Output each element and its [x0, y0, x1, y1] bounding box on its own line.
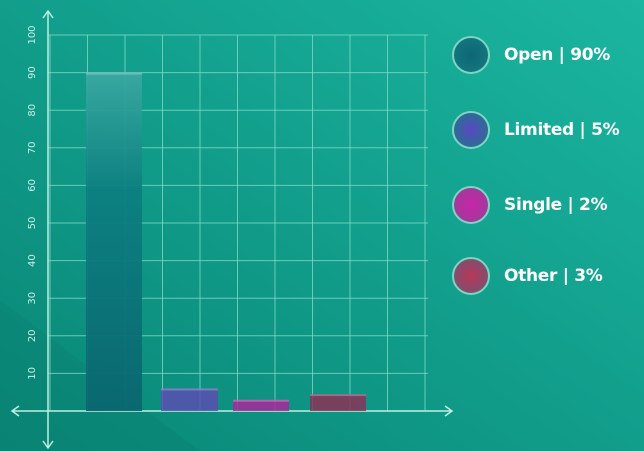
y-axis-ticks: 10 20 30 40 50 60 70 80 90 100: [27, 25, 38, 379]
bar-top-highlight: [86, 72, 142, 75]
y-tick-label: 20: [27, 329, 38, 342]
bar-other: [310, 394, 366, 411]
legend-swatch-limited: [452, 111, 490, 149]
legend-label-limited: Limited | 5%: [504, 120, 620, 140]
x-axis-arrow-right: [444, 405, 454, 417]
y-tick-label: 40: [27, 254, 38, 267]
legend-label-open: Open | 90%: [504, 45, 610, 65]
y-axis-arrow-up: [42, 9, 54, 19]
bar-top-highlight: [310, 394, 366, 397]
bar-top-highlight: [233, 399, 289, 402]
y-tick-label: 80: [27, 104, 38, 117]
legend-item-other: Other | 3%: [452, 254, 603, 298]
bar-limited: [161, 388, 218, 411]
legend-item-single: Single | 2%: [452, 183, 608, 227]
axes: [10, 9, 454, 450]
y-tick-label: 70: [27, 141, 38, 154]
legend-label-other: Other | 3%: [504, 266, 603, 286]
y-tick-label: 10: [27, 367, 38, 380]
y-tick-label: 30: [27, 292, 38, 305]
y-axis-arrow-down: [42, 440, 54, 450]
y-tick-label: 100: [27, 25, 38, 44]
legend-item-open: Open | 90%: [452, 33, 610, 77]
bar-top-highlight: [161, 388, 218, 391]
legend-swatch-single: [452, 186, 490, 224]
bar-open: [86, 72, 142, 411]
y-tick-label: 60: [27, 179, 38, 192]
x-axis-arrow-left: [10, 405, 20, 417]
bar-single: [233, 399, 289, 411]
y-tick-label: 50: [27, 217, 38, 230]
y-tick-label: 90: [27, 66, 38, 79]
bars: [86, 72, 366, 411]
legend-swatch-other: [452, 257, 490, 295]
legend-label-single: Single | 2%: [504, 195, 608, 215]
legend-swatch-open: [452, 36, 490, 74]
legend-item-limited: Limited | 5%: [452, 108, 620, 152]
